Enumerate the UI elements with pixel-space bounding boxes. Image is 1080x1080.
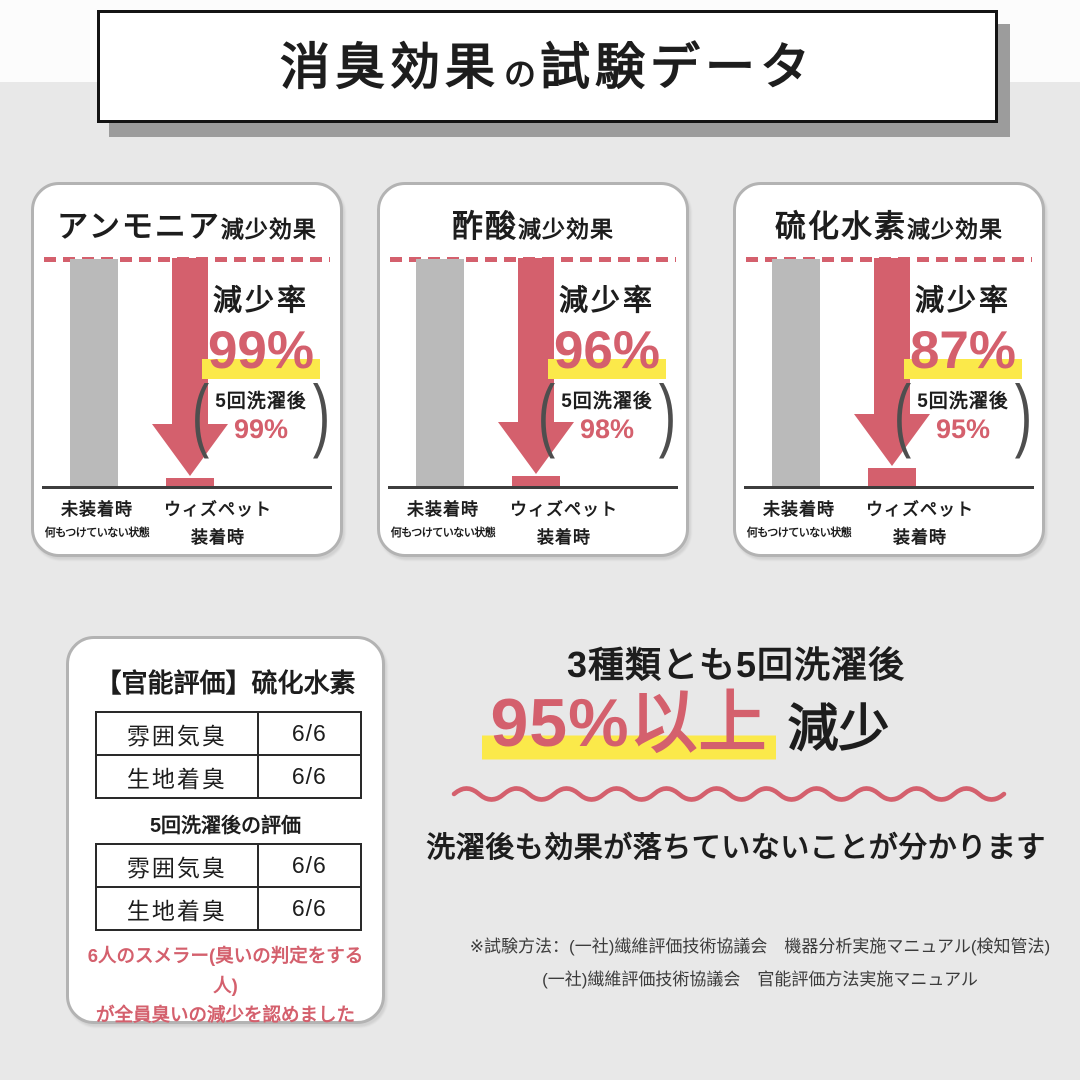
axis-baseline <box>388 486 678 489</box>
reduction-arrow-icon <box>854 258 930 466</box>
rate-label: 減少率 <box>914 285 1011 317</box>
washed-label: 5回洗濯後 <box>917 390 1009 412</box>
x-label-unattached: 未装着時 何もつけていない状態 <box>44 500 150 539</box>
rate-label: 減少率 <box>558 285 655 317</box>
test-card-ammonia: アンモニア 減少効果 減少率 99% ( 5回洗濯後 99% ) 未装着時 <box>31 182 343 557</box>
substance-name: 硫化水素 <box>775 209 907 244</box>
page-title-rest: 試験データ <box>540 38 815 95</box>
row-label: 雰囲気臭 <box>95 711 259 756</box>
table-row: 雰囲気臭 6/6 <box>95 843 363 888</box>
bar-unattached <box>772 259 820 486</box>
axis-baseline <box>42 486 332 489</box>
x-label-withpet: ウィズペット 装着時 <box>866 500 974 547</box>
washed-note: ( 5回洗濯後 98% ) <box>530 375 684 456</box>
x-label-withpet: ウィズペット 装着時 <box>164 500 272 547</box>
rate-label: 減少率 <box>212 285 309 317</box>
sensory-note: 6人のスメラー(臭いの判定をする人) が全員臭いの減少を認めました <box>87 945 364 1026</box>
x-label-withpet: ウィズペット 装着時 <box>510 500 618 547</box>
washed-rate: 99% <box>233 413 289 444</box>
row-label: 生地着臭 <box>95 754 259 799</box>
rate-value: 87% <box>903 321 1023 382</box>
sensory-table-initial: 雰囲気臭 6/6 生地着臭 6/6 <box>95 711 363 799</box>
table-row: 雰囲気臭 6/6 <box>95 711 363 756</box>
sensory-evaluation-card: 【官能評価】硫化水素 雰囲気臭 6/6 生地着臭 6/6 5回洗濯後の評価 雰囲… <box>66 636 385 1025</box>
paren-close: ) <box>312 370 331 461</box>
footnote-line-2: (一社)繊維評価技術協議会 官能評価方法実施マニュアル <box>542 970 978 990</box>
paren-open: ( <box>893 370 912 461</box>
washed-rate: 98% <box>579 413 635 444</box>
test-card-hydrogen-sulfide: 硫化水素 減少効果 減少率 87% ( 5回洗濯後 95% ) 未装着時 何 <box>733 182 1045 557</box>
washed-note: ( 5回洗濯後 99% ) <box>184 375 338 456</box>
footnote-line-1: ※試験方法：(一社)繊維評価技術協議会 機器分析実施マニュアル(検知管法) <box>469 937 1051 956</box>
card-title: 硫化水素 減少効果 <box>736 201 1042 246</box>
sensory-caption: 5回洗濯後の評価 <box>149 815 302 837</box>
summary-highlight-value: 95%以上 <box>482 684 776 763</box>
sensory-table-after-wash: 雰囲気臭 6/6 生地着臭 6/6 <box>95 843 363 931</box>
row-label: 雰囲気臭 <box>95 843 259 888</box>
substance-suffix: 減少効果 <box>220 216 317 242</box>
row-value: 6/6 <box>256 711 363 756</box>
reduction-stats: 減少率 96% ( 5回洗濯後 98% ) <box>530 277 684 456</box>
washed-label: 5回洗濯後 <box>561 390 653 412</box>
page-title-main: 消臭効果 <box>279 38 500 95</box>
washed-rate: 95% <box>935 413 991 444</box>
axis-baseline <box>744 486 1034 489</box>
reduction-stats: 減少率 87% ( 5回洗濯後 95% ) <box>886 277 1040 456</box>
row-value: 6/6 <box>256 754 363 799</box>
paren-close: ) <box>1014 370 1033 461</box>
row-value: 6/6 <box>256 886 363 931</box>
paren-open: ( <box>537 370 556 461</box>
bar-unattached <box>416 259 464 486</box>
substance-name: 酢酸 <box>452 209 518 244</box>
reduction-stats: 減少率 99% ( 5回洗濯後 99% ) <box>184 277 338 456</box>
substance-suffix: 減少効果 <box>518 216 614 242</box>
summary-suffix: 減少 <box>787 700 890 757</box>
bar-unattached <box>70 259 118 486</box>
bar-withpet <box>512 476 560 486</box>
rate-value: 99% <box>201 321 321 382</box>
card-title: アンモニア 減少効果 <box>34 201 340 246</box>
paren-close: ) <box>658 370 677 461</box>
summary-conclusion: 洗濯後も効果が落ちていないことが分かります <box>426 832 1046 864</box>
table-row: 生地着臭 6/6 <box>95 754 363 799</box>
x-label-unattached: 未装着時 何もつけていない状態 <box>390 500 496 539</box>
test-method-footnote: ※試験方法：(一社)繊維評価技術協議会 機器分析実施マニュアル(検知管法) (一… <box>455 930 1065 996</box>
rate-value: 96% <box>547 321 667 382</box>
row-label: 生地着臭 <box>95 886 259 931</box>
test-card-acetic-acid: 酢酸 減少効果 減少率 96% ( 5回洗濯後 98% ) 未装着時 何もつ <box>377 182 689 557</box>
table-row: 生地着臭 6/6 <box>95 886 363 931</box>
x-label-unattached: 未装着時 何もつけていない状態 <box>746 500 852 539</box>
substance-suffix: 減少効果 <box>907 216 1003 242</box>
washed-label: 5回洗濯後 <box>215 390 307 412</box>
page-title: 消臭効果 の 試験データ <box>97 10 998 123</box>
washed-note: ( 5回洗濯後 95% ) <box>886 375 1040 456</box>
wavy-underline-icon <box>450 782 1010 802</box>
paren-open: ( <box>191 370 210 461</box>
reduction-arrow-icon <box>498 258 574 474</box>
summary-heading: 3種類とも5回洗濯後 <box>566 644 906 685</box>
summary-highlight-line: 95%以上 減少 <box>370 684 1002 763</box>
bar-withpet <box>166 478 214 486</box>
substance-name: アンモニア <box>57 209 221 244</box>
card-title: 酢酸 減少効果 <box>380 201 686 246</box>
row-value: 6/6 <box>256 843 363 888</box>
reduction-arrow-icon <box>152 258 228 476</box>
page-title-particle: の <box>503 55 536 92</box>
sensory-title: 【官能評価】硫化水素 <box>95 668 356 698</box>
bar-withpet <box>868 468 916 486</box>
